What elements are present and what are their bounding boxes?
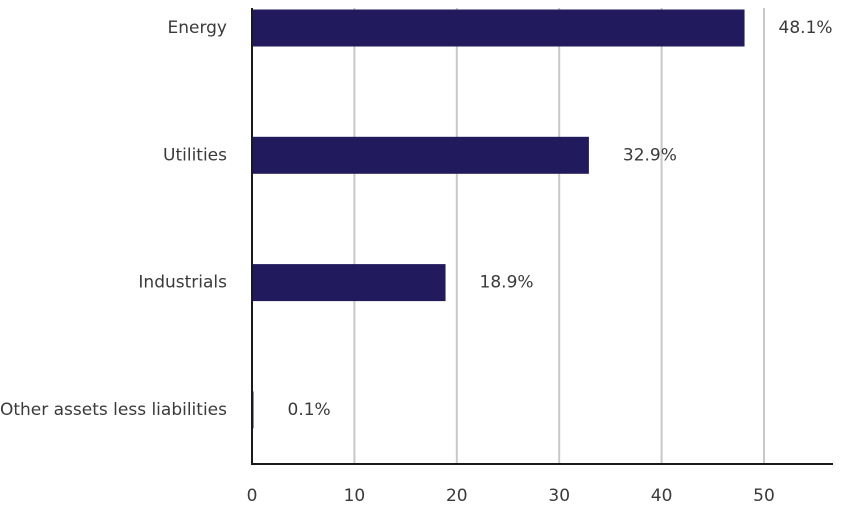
x-tick-label-40: 40 (651, 486, 673, 506)
data-label-energy: 48.1% (779, 18, 833, 38)
bar-energy (252, 9, 745, 47)
bar-utilities (252, 136, 589, 174)
axes (251, 8, 833, 465)
category-label-industrials: Industrials (138, 273, 227, 293)
category-label-utilities: Utilities (163, 145, 227, 165)
data-label-industrials: 18.9% (480, 273, 534, 293)
bars (252, 9, 745, 429)
gridlines (353, 8, 765, 464)
data-label-other-assets-less-liabilities: 0.1% (288, 400, 331, 420)
x-tick-label-30: 30 (548, 486, 570, 506)
labels: Energy 48.1% Utilities 32.9% Industrials 18.9… (0, 18, 833, 506)
bar-industrials (252, 264, 446, 302)
x-tick-label-10: 10 (344, 486, 366, 506)
x-tick-label-0: 0 (247, 486, 258, 506)
category-label-other-assets-less-liabilities: Other assets less liabilities (0, 400, 227, 420)
data-label-utilities: 32.9% (623, 145, 677, 165)
category-label-energy: Energy (167, 18, 227, 38)
x-tick-label-20: 20 (446, 486, 468, 506)
x-tick-label-50: 50 (753, 486, 775, 506)
